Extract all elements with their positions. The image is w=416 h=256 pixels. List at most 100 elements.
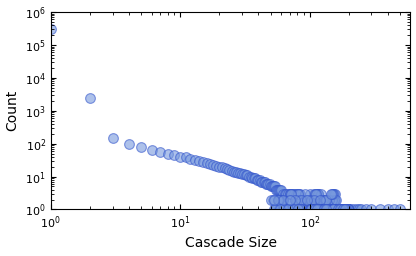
Point xyxy=(283,192,290,196)
Point xyxy=(334,207,341,211)
Point xyxy=(280,197,286,201)
Point xyxy=(216,165,223,169)
Point xyxy=(332,197,339,201)
Point xyxy=(317,207,323,211)
Point xyxy=(344,207,351,211)
Point xyxy=(230,170,237,174)
Point xyxy=(314,192,321,196)
Point xyxy=(295,192,302,196)
Point xyxy=(323,207,329,211)
Point xyxy=(331,207,338,211)
Point xyxy=(182,155,189,159)
Point xyxy=(318,192,324,196)
Point xyxy=(324,207,331,211)
Point xyxy=(300,207,307,211)
Point xyxy=(310,207,316,211)
Point xyxy=(329,207,336,211)
Point xyxy=(171,153,178,157)
Point xyxy=(285,192,291,196)
Point xyxy=(307,197,314,201)
Point xyxy=(323,207,329,211)
Point xyxy=(315,197,322,201)
Point xyxy=(252,176,259,180)
Point xyxy=(321,197,328,201)
Point xyxy=(262,180,268,184)
Point xyxy=(240,172,247,176)
Point xyxy=(138,145,145,149)
Point xyxy=(314,197,320,201)
Point xyxy=(266,182,273,186)
Point xyxy=(276,207,282,211)
Point xyxy=(307,207,313,211)
Point xyxy=(309,197,315,201)
Point xyxy=(358,207,364,211)
Point xyxy=(344,207,351,211)
Y-axis label: Count: Count xyxy=(5,90,20,131)
Point xyxy=(307,207,314,211)
Point xyxy=(301,207,308,211)
Point xyxy=(321,207,328,211)
Point xyxy=(353,207,360,211)
Point xyxy=(317,197,324,201)
Point xyxy=(305,207,311,211)
Point xyxy=(323,207,330,211)
Point xyxy=(329,207,336,211)
Point xyxy=(341,207,348,211)
Point xyxy=(260,180,267,184)
Point xyxy=(328,207,334,211)
Point xyxy=(226,168,233,172)
Point xyxy=(338,207,344,211)
Point xyxy=(313,197,319,201)
Point xyxy=(314,197,321,201)
Point xyxy=(274,207,281,211)
Point xyxy=(311,197,318,201)
Point xyxy=(265,182,272,186)
Point xyxy=(323,207,330,211)
Point xyxy=(344,207,350,211)
Point xyxy=(384,207,391,211)
Point xyxy=(328,207,335,211)
Point xyxy=(328,207,335,211)
Point xyxy=(109,136,116,140)
Point xyxy=(295,207,302,211)
Point xyxy=(322,207,329,211)
Point xyxy=(272,207,278,211)
Point xyxy=(327,192,334,196)
Point xyxy=(345,207,352,211)
Point xyxy=(274,188,280,192)
Point xyxy=(341,207,348,211)
Point xyxy=(336,207,343,211)
Point xyxy=(323,207,329,211)
Point xyxy=(344,207,350,211)
Point xyxy=(196,159,203,163)
Point xyxy=(301,207,307,211)
Point xyxy=(332,207,338,211)
Point xyxy=(326,207,332,211)
Point xyxy=(289,207,296,211)
Point xyxy=(332,207,338,211)
Point xyxy=(273,207,280,211)
Point xyxy=(315,207,322,211)
Point xyxy=(276,188,282,192)
Point xyxy=(344,207,351,211)
Point xyxy=(342,207,349,211)
Point xyxy=(280,192,286,196)
Point xyxy=(325,207,332,211)
Point xyxy=(309,207,315,211)
Point xyxy=(273,188,280,192)
Point xyxy=(298,207,305,211)
Point xyxy=(287,197,293,201)
Point xyxy=(294,192,300,196)
Point xyxy=(287,207,294,211)
Point xyxy=(317,197,323,201)
Point xyxy=(324,207,331,211)
Point xyxy=(281,207,287,211)
Point xyxy=(337,207,344,211)
X-axis label: Cascade Size: Cascade Size xyxy=(185,237,277,250)
Point xyxy=(317,207,323,211)
Point xyxy=(315,207,322,211)
Point xyxy=(330,207,337,211)
Point xyxy=(276,197,282,201)
Point xyxy=(348,207,355,211)
Point xyxy=(320,207,327,211)
